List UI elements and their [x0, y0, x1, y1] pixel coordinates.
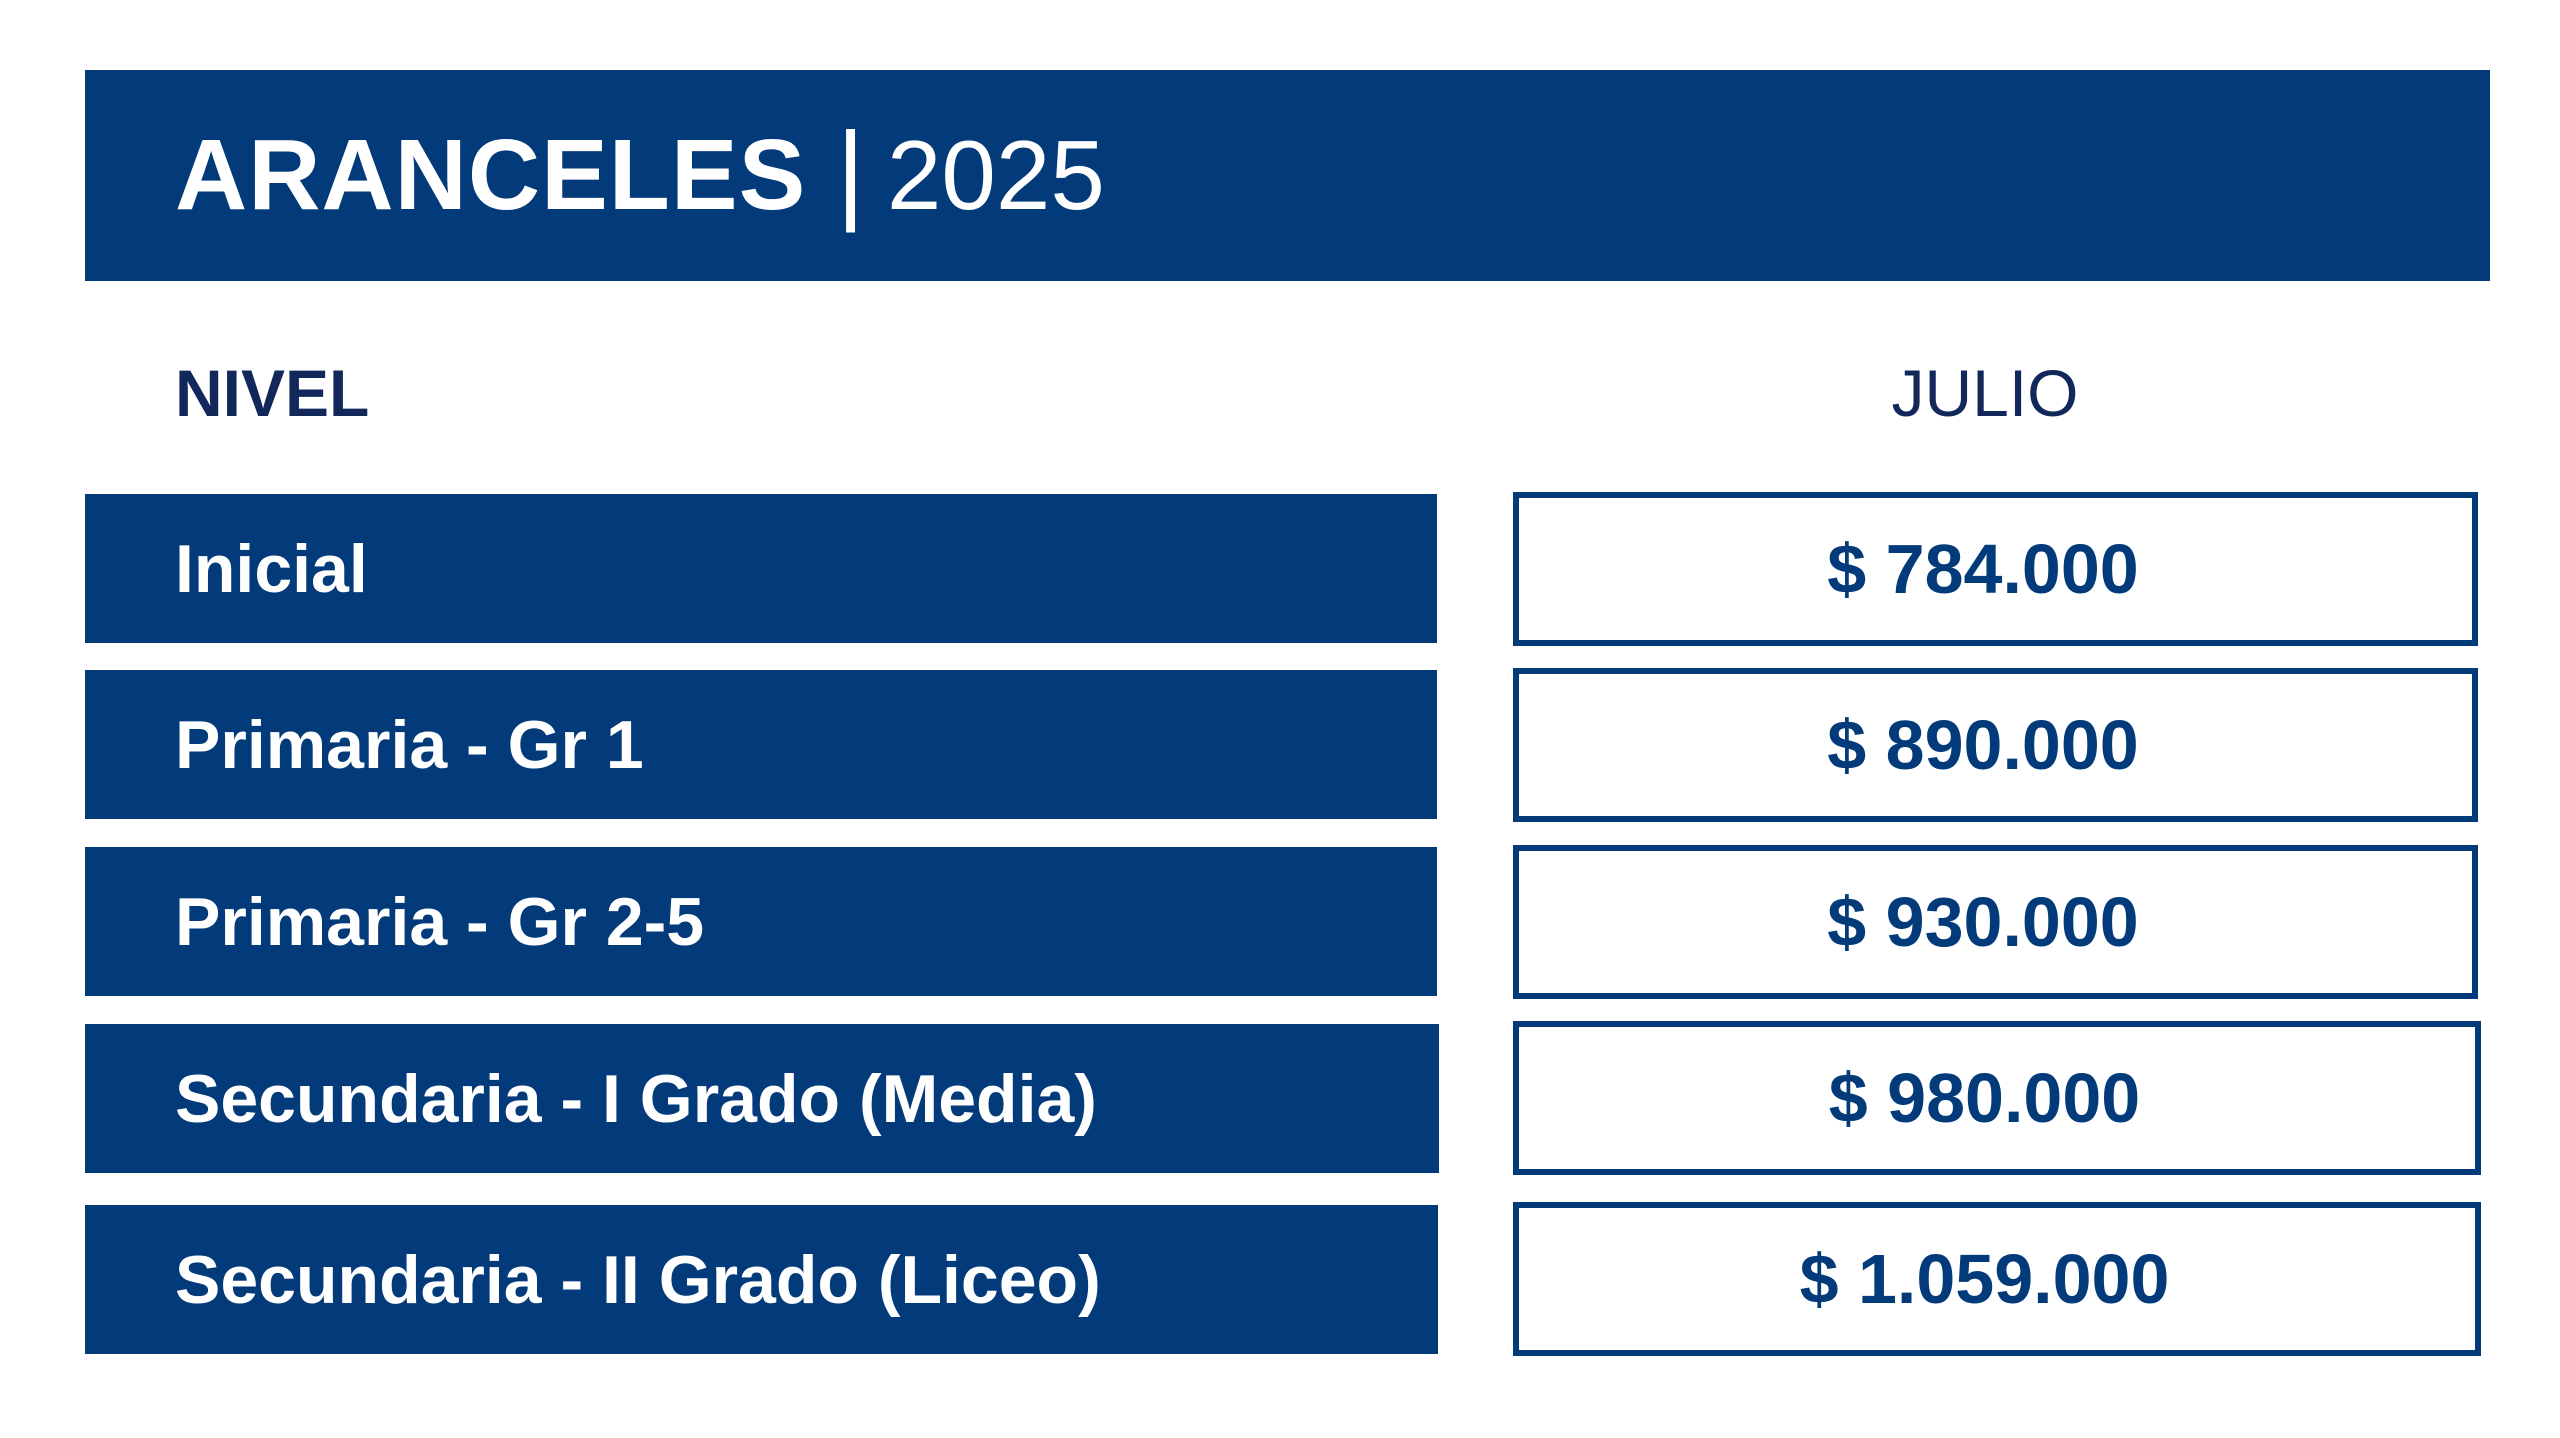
price-cell-primaria-gr2-5: $ 930.000: [1513, 845, 2478, 999]
level-row-secundaria-media: Secundaria - I Grado (Media): [85, 1024, 1439, 1173]
level-label: Primaria - Gr 2-5: [175, 883, 705, 960]
level-label: Secundaria - I Grado (Media): [175, 1060, 1097, 1137]
level-row-primaria-gr2-5: Primaria - Gr 2-5: [85, 847, 1437, 996]
page-title: ARANCELES: [175, 119, 807, 231]
level-row-secundaria-liceo: Secundaria - II Grado (Liceo): [85, 1205, 1438, 1354]
price-cell-secundaria-media: $ 980.000: [1513, 1021, 2481, 1175]
column-header-level: NIVEL: [175, 356, 370, 430]
price-value: $ 784.000: [1827, 530, 2139, 608]
title-year: 2025: [886, 120, 1105, 230]
level-row-inicial: Inicial: [85, 494, 1437, 643]
price-value: $ 980.000: [1828, 1059, 2141, 1137]
level-label: Inicial: [175, 530, 368, 607]
level-row-primaria-gr1: Primaria - Gr 1: [85, 670, 1437, 819]
level-label: Secundaria - II Grado (Liceo): [175, 1241, 1101, 1318]
price-value: $ 890.000: [1827, 706, 2139, 784]
price-cell-inicial: $ 784.000: [1513, 492, 2478, 646]
title-separator: |: [836, 110, 865, 233]
price-cell-primaria-gr1: $ 890.000: [1513, 668, 2478, 822]
price-cell-secundaria-liceo: $ 1.059.000: [1513, 1202, 2481, 1356]
price-value: $ 930.000: [1827, 883, 2139, 961]
header-banner: ARANCELES | 2025: [85, 70, 2490, 281]
column-header-month: JULIO: [1891, 356, 2079, 430]
price-value: $ 1.059.000: [1799, 1240, 2170, 1318]
level-label: Primaria - Gr 1: [175, 706, 644, 783]
